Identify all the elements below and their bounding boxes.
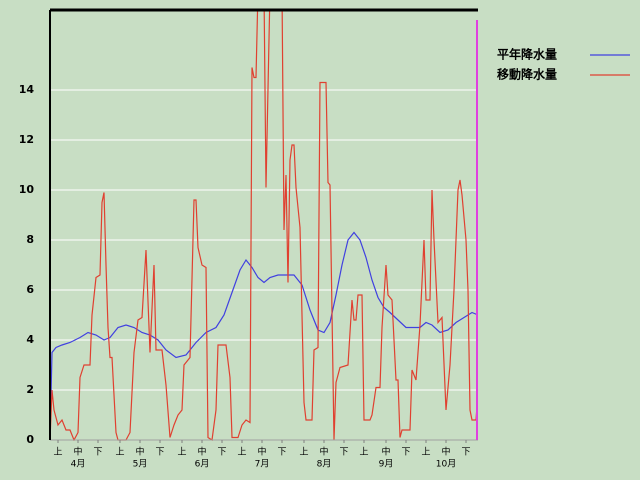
x-tick-label: 下	[339, 448, 348, 458]
x-tick-label: 中	[319, 446, 328, 458]
month-label: 9月	[379, 459, 394, 470]
month-label: 10月	[436, 459, 456, 470]
x-tick-label: 中	[197, 446, 206, 458]
y-tick-label: 6	[26, 283, 34, 296]
y-tick-label: 14	[19, 83, 35, 96]
x-tick-label: 下	[93, 448, 102, 458]
x-tick-label: 上	[177, 447, 186, 458]
x-tick-label: 中	[381, 446, 390, 458]
y-tick-label: 0	[26, 433, 34, 446]
month-label: 7月	[255, 459, 270, 470]
y-tick-label: 12	[19, 133, 34, 146]
month-label: 4月	[71, 459, 86, 470]
y-tick-label: 10	[19, 183, 35, 196]
x-tick-label: 下	[277, 448, 286, 458]
x-tick-label: 中	[135, 446, 144, 458]
month-label: 6月	[195, 459, 210, 470]
y-tick-label: 2	[26, 383, 34, 396]
series-line	[50, 231, 478, 441]
x-tick-label: 中	[441, 446, 450, 458]
legend-label: 移動降水量	[497, 67, 557, 82]
series-line	[50, 10, 478, 441]
month-label: 5月	[133, 459, 148, 470]
month-label: 8月	[317, 459, 332, 470]
x-tick-label: 中	[257, 446, 266, 458]
x-tick-label: 下	[155, 448, 164, 458]
x-tick-label: 上	[237, 447, 246, 458]
y-tick-label: 4	[26, 333, 34, 346]
x-tick-label: 上	[421, 447, 430, 458]
x-tick-label: 下	[217, 448, 226, 458]
y-tick-label: 8	[26, 233, 34, 246]
x-tick-label: 中	[73, 446, 82, 458]
legend-label: 平年降水量	[497, 47, 557, 62]
x-tick-label: 下	[461, 448, 470, 458]
x-tick-label: 下	[401, 448, 410, 458]
x-tick-label: 上	[115, 447, 124, 458]
x-tick-label: 上	[53, 447, 62, 458]
x-tick-label: 上	[359, 447, 368, 458]
x-tick-label: 上	[299, 447, 308, 458]
